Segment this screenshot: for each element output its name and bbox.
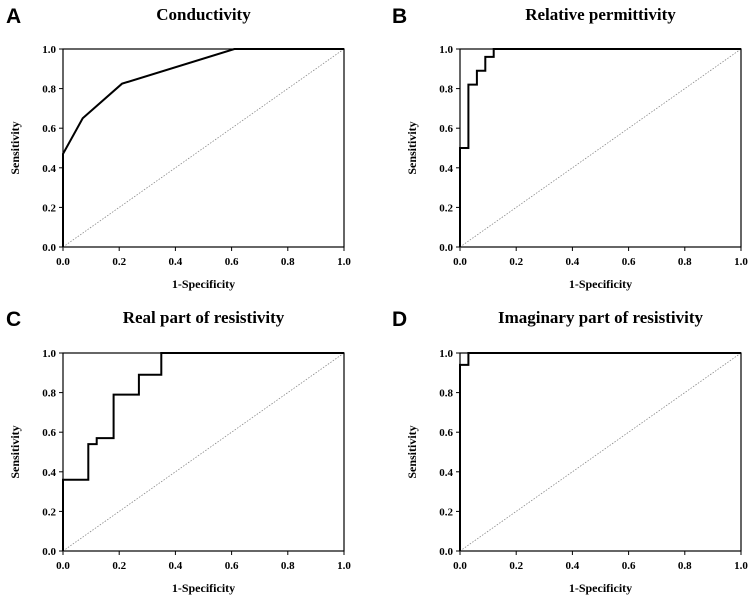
panel-c: C Real part of resistivity 0.0 0.2 0.4 0.6 0.8… [6, 308, 351, 595]
y-tick-label: 1.0 [42, 44, 56, 56]
y-axis-label: Sensitivity [8, 121, 22, 174]
y-tick-label: 0.4 [439, 467, 453, 479]
x-axis-label: 1-Specificity [569, 581, 632, 595]
reference-diagonal-line [459, 352, 742, 552]
x-tick-label: 0.0 [56, 256, 70, 268]
y-tick-label: 0.0 [42, 546, 56, 558]
chart-title: Relative permittivity [525, 5, 676, 24]
panel-letter: C [6, 308, 21, 331]
panel-b: B Relative permittivity 0.0 0.2 0.4 0.6 0.8 1.0… [392, 5, 748, 291]
x-tick-label: 0.8 [678, 256, 692, 268]
y-axis-label: Sensitivity [8, 425, 22, 478]
y-tick-label: 0.4 [42, 163, 56, 175]
y-tick-label: 0.8 [42, 388, 56, 400]
roc-curve [62, 352, 344, 551]
x-tick-label: 0.2 [112, 256, 126, 268]
x-tick-label: 1.0 [337, 560, 351, 572]
panel-letter: A [6, 5, 21, 28]
y-tick-label: 0.2 [42, 202, 56, 214]
plot-frame [62, 48, 345, 248]
x-tick-label: 0.0 [56, 560, 70, 572]
y-tick-label: 0.8 [439, 388, 453, 400]
chart-title: Conductivity [156, 5, 251, 24]
chart-title: Imaginary part of resistivity [498, 308, 704, 327]
x-tick-label: 0.2 [509, 560, 523, 572]
x-tick-label: 0.4 [566, 560, 580, 572]
x-tick-label: 0.0 [453, 256, 467, 268]
y-tick-label: 0.4 [439, 163, 453, 175]
x-tick-label: 1.0 [734, 560, 748, 572]
y-tick-label: 0.2 [439, 506, 453, 518]
x-tick-label: 0.2 [112, 560, 126, 572]
y-tick-label: 1.0 [439, 348, 453, 360]
x-tick-label: 0.2 [509, 256, 523, 268]
roc-curve [459, 352, 741, 551]
y-axis-label: Sensitivity [405, 425, 419, 478]
y-tick-label: 0.6 [42, 427, 56, 439]
y-axis-label: Sensitivity [405, 121, 419, 174]
y-tick-label: 0.6 [42, 123, 56, 135]
y-tick-label: 0.2 [42, 506, 56, 518]
x-tick-label: 0.8 [281, 256, 295, 268]
x-tick-label: 0.6 [622, 256, 636, 268]
y-tick-label: 0.2 [439, 202, 453, 214]
panel-a: A Conductivity 0.0 0.2 0.4 0.6 0.8 1.0 0.0 0.2 0.4… [6, 5, 351, 291]
x-tick-label: 1.0 [734, 256, 748, 268]
chart-title: Real part of resistivity [123, 308, 285, 327]
x-tick-label: 0.4 [169, 256, 183, 268]
x-axis-label: 1-Specificity [172, 277, 235, 291]
x-axis-label: 1-Specificity [569, 277, 632, 291]
y-tick-label: 0.6 [439, 123, 453, 135]
y-tick-label: 0.8 [439, 84, 453, 96]
y-tick-label: 0.0 [439, 546, 453, 558]
reference-diagonal-line [62, 352, 345, 552]
x-tick-label: 1.0 [337, 256, 351, 268]
x-axis-label: 1-Specificity [172, 581, 235, 595]
panel-letter: D [392, 308, 407, 331]
x-tick-label: 0.4 [566, 256, 580, 268]
y-tick-label: 0.4 [42, 467, 56, 479]
x-tick-label: 0.6 [225, 560, 239, 572]
y-tick-label: 1.0 [42, 348, 56, 360]
reference-diagonal-line [459, 48, 742, 248]
y-tick-label: 1.0 [439, 44, 453, 56]
x-tick-label: 0.0 [453, 560, 467, 572]
x-tick-label: 0.4 [169, 560, 183, 572]
roc-curve [62, 48, 344, 247]
reference-diagonal-line [62, 48, 345, 248]
y-tick-label: 0.0 [439, 242, 453, 254]
x-tick-label: 0.8 [281, 560, 295, 572]
x-tick-label: 0.6 [225, 256, 239, 268]
y-tick-label: 0.0 [42, 242, 56, 254]
panel-letter: B [392, 5, 407, 28]
roc-curve [459, 48, 741, 247]
panel-d: D Imaginary part of resistivity 0.0 0.2 0.4 0… [392, 308, 748, 595]
x-tick-label: 0.8 [678, 560, 692, 572]
y-tick-label: 0.8 [42, 84, 56, 96]
y-tick-label: 0.6 [439, 427, 453, 439]
x-tick-label: 0.6 [622, 560, 636, 572]
